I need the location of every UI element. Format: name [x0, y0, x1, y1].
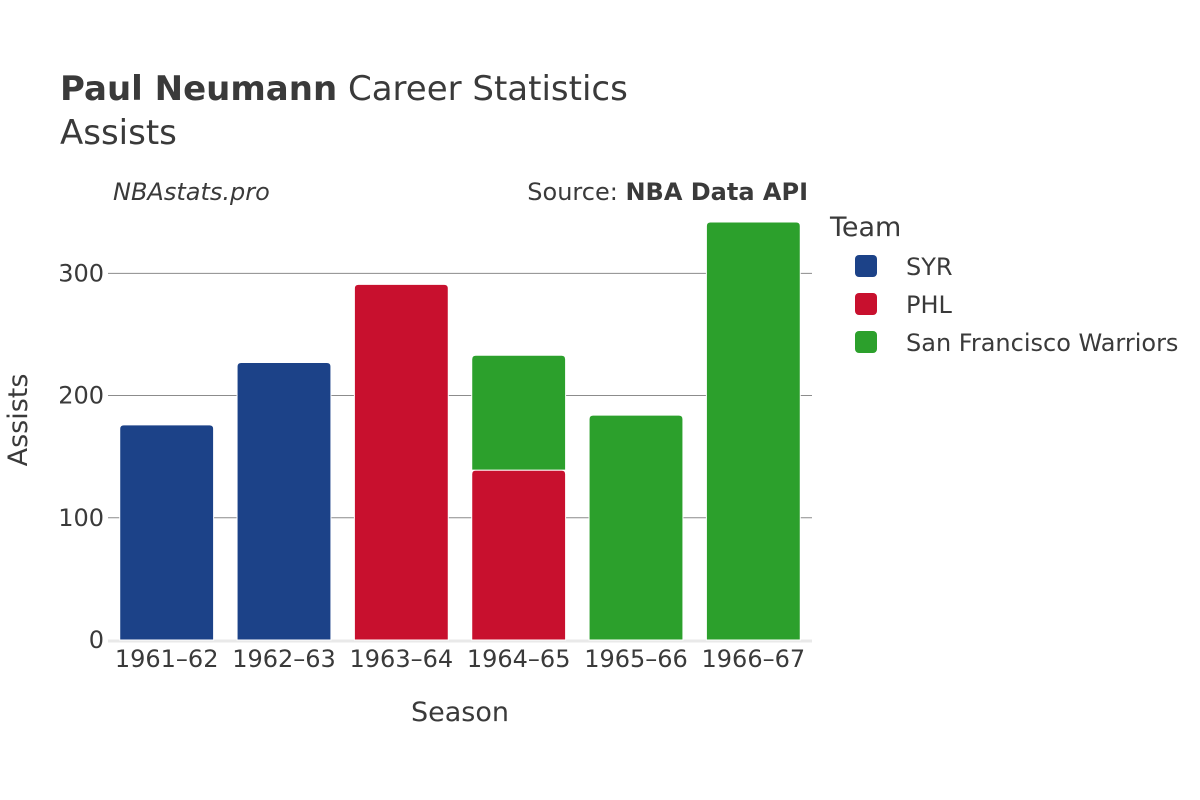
bar-phl-1963–64 — [353, 283, 449, 641]
y-tick-labels: 0 100 200 300 — [58, 259, 104, 654]
legend-label: PHL — [906, 291, 953, 319]
bars — [119, 221, 801, 641]
watermark: NBAstats.pro — [113, 178, 270, 206]
bar-san-francisco-warriors-1965–66 — [588, 414, 684, 641]
y-axis-title: Assists — [3, 374, 34, 467]
bar-syr-1962–63 — [236, 362, 332, 641]
bar-san-francisco-warriors-1966–67 — [705, 221, 801, 641]
gridlines — [108, 272, 812, 643]
y-tick-label: 200 — [58, 382, 104, 410]
x-tick-label: 1962–63 — [232, 645, 336, 673]
x-tick-labels: 1961–62 1962–63 1963–64 1964–65 1965–66 1966–… — [115, 645, 805, 673]
source-prefix: Source: — [527, 178, 625, 206]
chart-subtitle: Assists — [60, 113, 177, 153]
bar-phl-1964–65 — [471, 469, 567, 641]
bar-syr-1961–62 — [119, 424, 215, 641]
legend-swatch — [855, 293, 877, 315]
x-tick-label: 1965–66 — [584, 645, 688, 673]
y-tick-label: 0 — [89, 626, 104, 654]
y-tick-label: 300 — [58, 259, 104, 287]
x-tick-label: 1963–64 — [350, 645, 454, 673]
source-name: NBA Data API — [625, 178, 808, 206]
legend-label: SYR — [906, 253, 953, 281]
legend-label: San Francisco Warriors — [906, 329, 1178, 357]
x-axis-title: Season — [411, 697, 509, 728]
legend: Team SYR PHL San Francisco Warriors — [829, 212, 1178, 357]
source-credit: Source: NBA Data API — [527, 178, 808, 206]
y-tick-label: 100 — [58, 504, 104, 532]
x-tick-label: 1964–65 — [467, 645, 571, 673]
chart-title: Paul Neumann Career Statistics — [60, 69, 628, 109]
bar-san-francisco-warriors-1964–65 — [471, 354, 567, 471]
legend-swatch — [855, 331, 877, 353]
legend-swatch — [855, 255, 877, 277]
chart-title-rest: Career Statistics — [337, 69, 628, 109]
x-tick-label: 1966–67 — [702, 645, 806, 673]
legend-title: Team — [829, 212, 901, 243]
chart-title-name: Paul Neumann — [60, 69, 337, 109]
x-tick-label: 1961–62 — [115, 645, 219, 673]
